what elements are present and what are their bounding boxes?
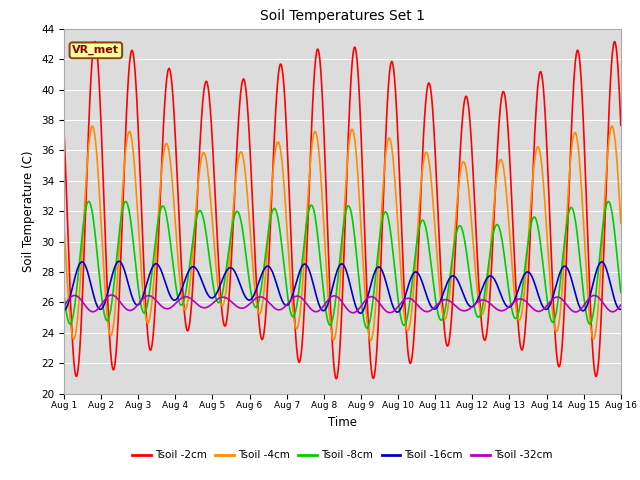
Tsoil -32cm	[108, 292, 115, 298]
Tsoil -16cm	[356, 311, 364, 316]
Tsoil -32cm	[331, 293, 339, 299]
Title: Soil Temperatures Set 1: Soil Temperatures Set 1	[260, 10, 425, 24]
Tsoil -4cm	[331, 335, 339, 340]
Tsoil -8cm	[60, 292, 68, 298]
Tsoil -8cm	[88, 210, 96, 216]
Tsoil -4cm	[499, 162, 507, 168]
Tsoil -8cm	[316, 255, 324, 261]
Text: VR_met: VR_met	[72, 45, 119, 56]
Line: Tsoil -16cm: Tsoil -16cm	[64, 261, 621, 313]
Tsoil -2cm	[88, 54, 96, 60]
Tsoil -8cm	[364, 325, 371, 331]
Line: Tsoil -8cm: Tsoil -8cm	[64, 202, 621, 328]
Tsoil -2cm	[617, 122, 625, 128]
Tsoil -16cm	[617, 306, 625, 312]
Y-axis label: Soil Temperature (C): Soil Temperature (C)	[22, 150, 35, 272]
Tsoil -32cm	[617, 302, 625, 308]
Tsoil -4cm	[316, 165, 324, 171]
Tsoil -8cm	[604, 199, 612, 204]
Tsoil -2cm	[331, 372, 339, 378]
Tsoil -32cm	[601, 303, 609, 309]
Tsoil -4cm	[601, 191, 609, 197]
Tsoil -8cm	[499, 241, 506, 247]
Line: Tsoil -2cm: Tsoil -2cm	[64, 42, 621, 379]
Tsoil -16cm	[499, 297, 507, 303]
Tsoil -16cm	[602, 263, 609, 269]
Tsoil -4cm	[60, 223, 68, 228]
Tsoil -32cm	[499, 308, 507, 313]
Tsoil -16cm	[601, 263, 609, 268]
Tsoil -16cm	[115, 258, 123, 264]
Tsoil -16cm	[60, 308, 68, 313]
Tsoil -8cm	[601, 210, 609, 216]
Legend: Tsoil -2cm, Tsoil -4cm, Tsoil -8cm, Tsoil -16cm, Tsoil -32cm: Tsoil -2cm, Tsoil -4cm, Tsoil -8cm, Tsoi…	[128, 446, 557, 465]
Tsoil -8cm	[331, 304, 339, 310]
Tsoil -4cm	[367, 337, 374, 343]
X-axis label: Time: Time	[328, 416, 357, 429]
Tsoil -16cm	[331, 275, 339, 281]
Tsoil -2cm	[332, 376, 340, 382]
Tsoil -2cm	[316, 61, 324, 67]
Tsoil -2cm	[91, 39, 99, 45]
Tsoil -2cm	[601, 217, 609, 223]
Tsoil -4cm	[89, 123, 97, 129]
Tsoil -2cm	[60, 127, 68, 132]
Line: Tsoil -4cm: Tsoil -4cm	[64, 126, 621, 340]
Tsoil -2cm	[602, 210, 609, 216]
Tsoil -8cm	[601, 208, 609, 214]
Tsoil -32cm	[316, 307, 324, 312]
Tsoil -32cm	[88, 309, 96, 314]
Tsoil -2cm	[499, 89, 507, 95]
Tsoil -32cm	[349, 310, 356, 316]
Tsoil -32cm	[60, 303, 68, 309]
Tsoil -16cm	[88, 288, 96, 293]
Tsoil -4cm	[88, 123, 96, 129]
Line: Tsoil -32cm: Tsoil -32cm	[64, 295, 621, 313]
Tsoil -16cm	[316, 305, 324, 311]
Tsoil -32cm	[602, 303, 609, 309]
Tsoil -4cm	[602, 187, 609, 192]
Tsoil -4cm	[617, 220, 625, 226]
Tsoil -8cm	[617, 289, 625, 295]
